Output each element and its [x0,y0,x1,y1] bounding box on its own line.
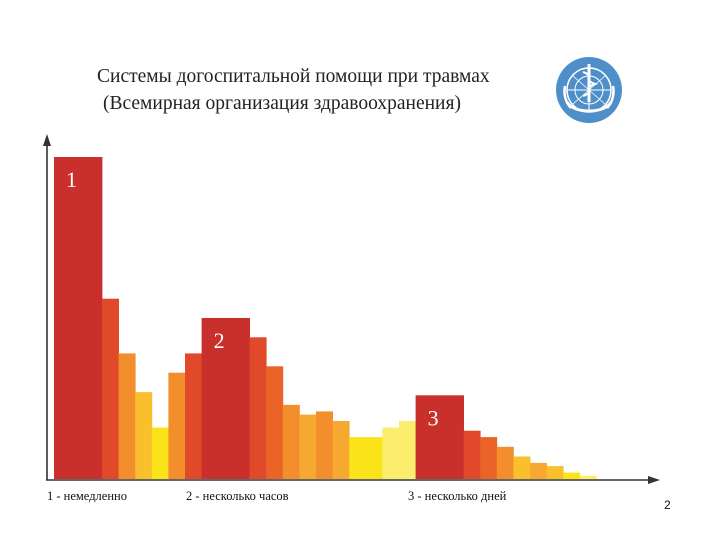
bar-15 [349,437,367,479]
bar-2 [102,298,119,479]
peak-label-1: 1 [66,167,77,192]
bar-22 [496,446,514,479]
bar-1 [54,157,103,479]
title-line-2: (Всемирная организация здравоохранения) [103,93,461,114]
bar-25 [546,466,564,479]
bar-24 [530,462,547,479]
peak-label-2: 2 [214,328,225,353]
bar-18 [399,421,416,479]
bar-14 [332,421,350,479]
bar-5 [151,427,169,479]
bar-17 [382,427,400,479]
x-axis-arrow [648,476,660,484]
bar-13 [316,411,333,479]
bar-10 [266,366,284,479]
bar-19 [415,395,464,479]
peak-label-3: 3 [428,405,439,430]
bar-3 [118,353,136,479]
title-line-1: Системы догоспитальной помощи при травма… [97,66,490,87]
y-axis-arrow [43,134,51,146]
bar-26 [563,472,581,479]
bar-16 [365,437,383,479]
bar-8 [201,318,250,479]
chart-title: Системы догоспитальной помощи при травма… [97,63,547,117]
bar-6 [168,372,186,479]
bar-23 [513,456,531,479]
bar-11 [282,404,300,479]
bar-4 [135,392,153,479]
bar-12 [299,414,317,479]
page-number: 2 [664,498,671,512]
category-label-1: 1 - немедленно [47,489,127,503]
category-label-2: 2 - несколько часов [186,489,289,503]
bar-9 [249,337,267,479]
bar-20 [463,430,481,479]
bar-7 [185,353,202,479]
who-emblem-icon [556,57,622,123]
bar-27 [579,475,597,479]
category-label-3: 3 - несколько дней [408,489,507,503]
bar-21 [480,437,498,479]
